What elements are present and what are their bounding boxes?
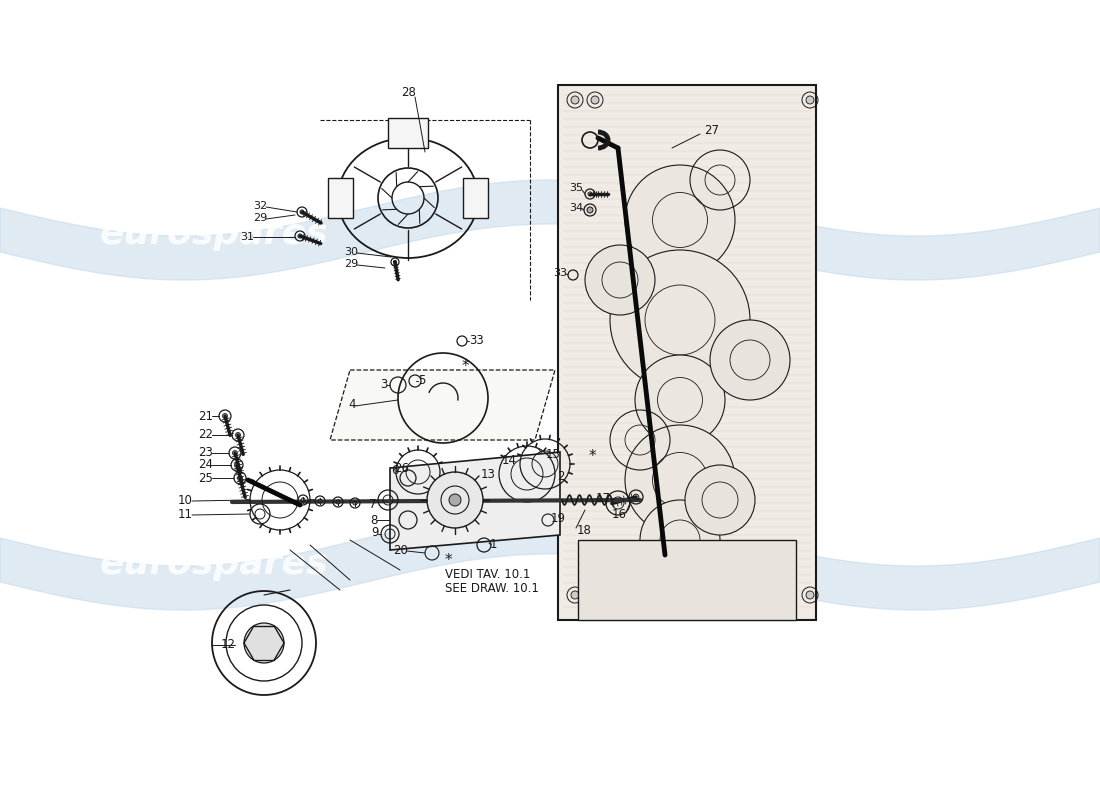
Text: 15: 15 (546, 447, 561, 461)
Text: 34: 34 (569, 203, 583, 213)
Circle shape (571, 591, 579, 599)
Text: 33: 33 (469, 334, 484, 346)
Text: *: * (461, 359, 469, 374)
Text: 12: 12 (221, 638, 236, 650)
Text: *: * (444, 554, 452, 569)
Polygon shape (390, 452, 560, 550)
Circle shape (806, 96, 814, 104)
Text: 2: 2 (557, 470, 564, 482)
Text: 18: 18 (578, 523, 592, 537)
Text: 17: 17 (596, 491, 611, 505)
Text: 33: 33 (553, 268, 566, 278)
Polygon shape (330, 370, 556, 440)
Circle shape (449, 494, 461, 506)
Text: 7: 7 (368, 498, 376, 510)
Circle shape (635, 355, 725, 445)
Text: 8: 8 (371, 514, 378, 526)
Text: 1: 1 (490, 538, 497, 550)
Text: 23: 23 (198, 446, 213, 459)
Text: 13: 13 (481, 467, 496, 481)
Text: 25: 25 (198, 471, 213, 485)
Circle shape (591, 96, 600, 104)
Bar (558, 85, 816, 620)
Text: 9: 9 (372, 526, 379, 539)
Text: 19: 19 (551, 511, 566, 525)
Circle shape (625, 425, 735, 535)
Bar (388, 118, 428, 148)
Circle shape (640, 500, 720, 580)
Text: eurospares: eurospares (100, 547, 329, 581)
Circle shape (685, 465, 755, 535)
Text: 30: 30 (344, 247, 358, 257)
Text: 14: 14 (502, 454, 517, 466)
Text: SEE DRAW. 10.1: SEE DRAW. 10.1 (446, 582, 539, 595)
Text: eurospares: eurospares (100, 217, 329, 251)
Text: 26: 26 (394, 462, 409, 475)
Text: 4: 4 (349, 398, 356, 411)
Text: 21: 21 (198, 410, 213, 422)
Circle shape (591, 591, 600, 599)
Text: 32: 32 (253, 201, 267, 211)
Circle shape (585, 245, 654, 315)
Circle shape (710, 320, 790, 400)
Circle shape (610, 250, 750, 390)
Text: 31: 31 (240, 232, 254, 242)
Text: 11: 11 (178, 509, 192, 522)
Bar (578, 540, 796, 620)
Circle shape (587, 207, 593, 213)
Text: 28: 28 (402, 86, 417, 98)
Circle shape (806, 591, 814, 599)
Text: 27: 27 (704, 125, 719, 138)
Text: 16: 16 (612, 507, 627, 521)
Text: VEDI TAV. 10.1: VEDI TAV. 10.1 (446, 567, 530, 581)
Text: eurospares: eurospares (570, 217, 799, 251)
Text: 22: 22 (198, 429, 213, 442)
Circle shape (571, 96, 579, 104)
Text: 24: 24 (198, 458, 213, 471)
Bar (463, 178, 488, 218)
Text: eurospares: eurospares (570, 547, 799, 581)
Text: 20: 20 (393, 543, 408, 557)
Text: *: * (588, 449, 596, 463)
Text: 10: 10 (178, 494, 192, 506)
Text: 3: 3 (381, 378, 388, 390)
Text: 29: 29 (343, 259, 358, 269)
Text: 29: 29 (253, 213, 267, 223)
Circle shape (625, 165, 735, 275)
Text: 35: 35 (569, 183, 583, 193)
Circle shape (427, 472, 483, 528)
Text: 6: 6 (392, 465, 399, 478)
Circle shape (244, 623, 284, 663)
Bar (328, 178, 353, 218)
Text: 5: 5 (418, 374, 426, 386)
